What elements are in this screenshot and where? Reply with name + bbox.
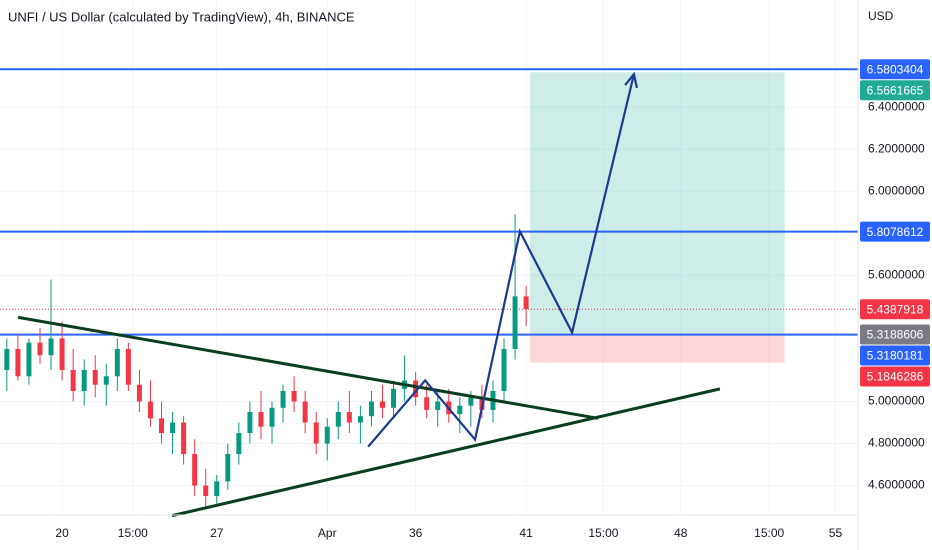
price-label: 6.5661665 (867, 83, 924, 97)
candle-body (103, 376, 109, 385)
plot-area (0, 0, 858, 518)
x-tick-label: 15:00 (588, 526, 618, 540)
candle-body (335, 412, 341, 427)
candle-body (203, 485, 209, 497)
price-label-box (860, 80, 930, 101)
candle-body (59, 338, 65, 370)
candle-body (81, 369, 87, 391)
candle-body (391, 388, 397, 408)
candle-body (269, 407, 275, 427)
y-tick-label: 5.0000000 (868, 394, 925, 408)
x-tick-label: 20 (55, 526, 69, 540)
x-tick-label: 41 (519, 526, 533, 540)
candle-body (357, 416, 363, 423)
candle-body (170, 422, 176, 434)
y-tick-label: 5.6000000 (868, 268, 925, 282)
position-stop-zone (530, 334, 785, 363)
candle-body (192, 454, 198, 486)
candle-body (324, 426, 330, 444)
price-label-box (860, 59, 930, 80)
candle-body (37, 342, 43, 356)
x-tick-label: 15:00 (754, 526, 784, 540)
y-tick-label: 4.6000000 (868, 478, 925, 492)
price-label-box (860, 345, 930, 366)
candle-body (70, 369, 76, 391)
price-label: 5.4387918 (867, 302, 924, 316)
candle-body (114, 348, 120, 377)
candle-body (225, 454, 231, 482)
candle-body (346, 412, 352, 423)
x-tick-label: 27 (210, 526, 224, 540)
price-label: 5.8078612 (867, 225, 924, 239)
candle-body (379, 401, 385, 408)
y-tick-label: 6.0000000 (868, 183, 925, 197)
price-label: 5.3188606 (867, 328, 924, 342)
y-tick-label: 6.2000000 (868, 141, 925, 155)
candle-body (501, 348, 507, 391)
price-label-box (860, 221, 930, 242)
candle-body (15, 348, 21, 377)
candle-body (291, 390, 297, 402)
candle-body (424, 397, 430, 410)
x-tick-label: 36 (409, 526, 423, 540)
price-label: 6.5803404 (867, 62, 924, 76)
position-target-zone (530, 72, 785, 335)
candle-body (181, 422, 187, 455)
candle-body (313, 422, 319, 444)
price-label: 5.3180181 (867, 349, 924, 363)
chart-title: UNFI / US Dollar (calculated by TradingV… (8, 9, 355, 24)
candle-body (136, 384, 142, 402)
projection-path (367, 73, 636, 448)
candle-body (4, 348, 10, 370)
price-label: 5.1846286 (867, 370, 924, 384)
candle-body (280, 390, 286, 408)
candle-body (457, 405, 463, 415)
candle-body (413, 380, 419, 398)
candle-body (302, 401, 308, 423)
axis-unit: USD (868, 9, 894, 23)
candle-body (468, 397, 474, 406)
candle-body (523, 296, 529, 309)
candle-body (125, 348, 131, 385)
candle-body (214, 481, 220, 497)
candle-body (48, 338, 54, 356)
price-label-box (860, 299, 930, 320)
y-tick-label: 4.8000000 (868, 436, 925, 450)
x-tick-label: 48 (674, 526, 688, 540)
trendline (171, 387, 721, 518)
candle-body (159, 418, 165, 434)
y-tick-label: 6.4000000 (868, 99, 925, 113)
candle-body (258, 412, 264, 427)
price-label-box (860, 324, 930, 345)
x-tick-label: 15:00 (118, 526, 148, 540)
trendline (17, 315, 599, 420)
arrow-head (624, 71, 639, 89)
candle-body (92, 369, 98, 385)
x-tick-label: Apr (318, 526, 337, 540)
candle-body (236, 433, 242, 455)
candle-body (26, 342, 32, 377)
candle-body (435, 401, 441, 410)
candle-body (512, 296, 518, 349)
candle-body (147, 401, 153, 419)
x-tick-label: 55 (829, 526, 843, 540)
price-label-box (860, 366, 930, 387)
candle-body (368, 401, 374, 417)
candle-body (247, 412, 253, 434)
